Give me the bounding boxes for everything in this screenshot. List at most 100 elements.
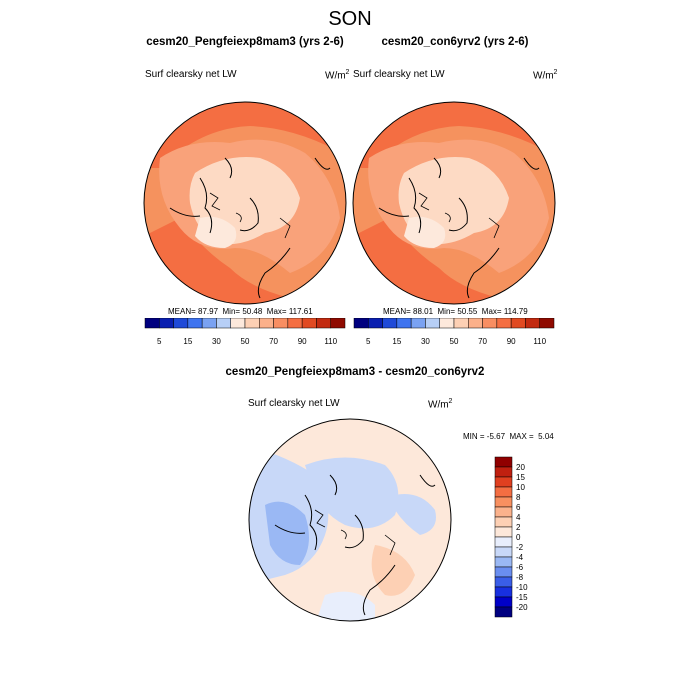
panel1-colorbar-cell bbox=[244, 318, 260, 329]
panel1-colorbar-cell bbox=[259, 318, 274, 329]
panel2-colorbar-tick-label: 30 bbox=[421, 337, 430, 346]
panel3-colorbar-tick-label: -10 bbox=[516, 583, 528, 592]
panel3-colorbar-cell bbox=[494, 516, 513, 528]
panel2-colorbar-tick-label: 70 bbox=[478, 337, 487, 346]
page-title: SON bbox=[328, 8, 372, 30]
panel3-colorbar-tick-label: 4 bbox=[516, 513, 521, 522]
panel2-colorbar-cell bbox=[468, 318, 483, 329]
panel3-units: W/m2 bbox=[428, 398, 453, 411]
panel1-colorbar-tick-label: 30 bbox=[212, 337, 221, 346]
panel2-colorbar-cell bbox=[382, 318, 398, 329]
panel3-colorbar-cell bbox=[494, 466, 513, 478]
panel3-colorbar-cell bbox=[494, 476, 513, 488]
panel1-colorbar-cell bbox=[201, 318, 217, 329]
panel1-colorbar-cell bbox=[273, 318, 289, 329]
panel3-neg-east bbox=[395, 494, 436, 535]
panel3-colorbar-cell bbox=[494, 566, 513, 578]
panel2-colorbar-tick-label: 5 bbox=[366, 337, 371, 346]
panel1-stats: MEAN= 87.97 Min= 50.48 Max= 117.61 bbox=[168, 307, 313, 316]
panel2-polar-map bbox=[352, 101, 556, 305]
panel1-greenland-light bbox=[195, 216, 237, 248]
panel2-colorbar-cell bbox=[453, 318, 469, 329]
panel2-colorbar-cell bbox=[396, 318, 412, 329]
panel2-greenland-light bbox=[404, 216, 446, 248]
panel2-coastline-1 bbox=[378, 157, 540, 299]
panel2-colorbar-cell bbox=[510, 318, 526, 329]
panel3-colorbar-tick-label: 15 bbox=[516, 473, 525, 482]
panel2-variable: Surf clearsky net LW bbox=[353, 69, 445, 80]
panel2-units: W/m2 bbox=[533, 69, 558, 82]
panel3-colorbar-cell bbox=[494, 606, 513, 618]
panel2-colorbar-cell bbox=[482, 318, 498, 329]
panel3-colorbar-cell bbox=[494, 486, 513, 498]
panel3-neg-arctic bbox=[305, 457, 399, 529]
panel3-colorbar-cell bbox=[494, 556, 513, 568]
panel3-title: cesm20_Pengfeiexp8mam3 - cesm20_con6yrv2 bbox=[225, 366, 485, 378]
panel1-colorbar-cell bbox=[173, 318, 189, 329]
panel3-colorbar-tick-label: -6 bbox=[516, 563, 524, 572]
panel3-colorbar-cell bbox=[494, 596, 513, 608]
panel3-coastline-1 bbox=[274, 474, 436, 616]
panel3-colorbar-tick-label: -2 bbox=[516, 543, 524, 552]
panel2-colorbar-cell bbox=[368, 318, 383, 329]
panel1-colorbar-cell bbox=[316, 318, 331, 329]
panel1-colorbar-cell bbox=[187, 318, 203, 329]
panel1-colorbar-tick-label: 70 bbox=[269, 337, 278, 346]
panel3-neg-strong bbox=[265, 501, 309, 565]
panel3-colorbar-tick-label: 2 bbox=[516, 523, 521, 532]
panel2-colorbar-cell bbox=[525, 318, 540, 329]
panel3-colorbar-cell bbox=[494, 536, 513, 548]
panel3-colorbar-tick-label: -8 bbox=[516, 573, 524, 582]
panel3-variable: Surf clearsky net LW bbox=[248, 398, 340, 409]
panel2-coastline-2 bbox=[418, 192, 500, 239]
panel1-coastline-1 bbox=[169, 157, 331, 299]
panel1-colorbar: 51530507090110130 bbox=[144, 318, 346, 346]
panel3-colorbar-tick-label: -20 bbox=[516, 603, 528, 612]
panel3-colorbar-tick-label: 0 bbox=[516, 533, 521, 542]
panel3-colorbar-cell bbox=[494, 526, 513, 538]
panel1-colorbar-tick-label: 50 bbox=[241, 337, 250, 346]
panel1-colorbar-cell bbox=[330, 318, 346, 329]
panel2-colorbar-cell bbox=[353, 318, 369, 329]
panel3-colorbar-tick-label: -4 bbox=[516, 553, 524, 562]
panel3-polar-map bbox=[248, 418, 452, 622]
panel3-colorbar-tick-label: 20 bbox=[516, 463, 525, 472]
panel3-stats: MIN = -5.67 MAX = 5.04 bbox=[463, 432, 554, 441]
panel1-title: cesm20_Pengfeiexp8mam3 (yrs 2-6) bbox=[146, 36, 344, 48]
panel3-colorbar-cell bbox=[494, 576, 513, 588]
panel1-atlantic-warm bbox=[144, 218, 346, 304]
panel1-colorbar-cell bbox=[230, 318, 246, 329]
panel2-title: cesm20_con6yrv2 (yrs 2-6) bbox=[381, 36, 529, 48]
panel1-colorbar-cell bbox=[287, 318, 303, 329]
panel2-colorbar-cell bbox=[439, 318, 455, 329]
panel1-units: W/m2 bbox=[325, 69, 350, 82]
panel3-colorbar-cell bbox=[494, 586, 513, 598]
panel2-colorbar-cell bbox=[410, 318, 426, 329]
panel3-colorbar-cell bbox=[494, 506, 513, 518]
panel2-stats: MEAN= 88.01 Min= 50.55 Max= 114.79 bbox=[383, 307, 528, 316]
panel3-colorbar-tick-label: -15 bbox=[516, 593, 528, 602]
panel2-colorbar: 51530507090110130 bbox=[353, 318, 555, 346]
panel1-colorbar-cell bbox=[144, 318, 160, 329]
panel3-pos-patch bbox=[371, 545, 415, 596]
panel3-colorbar-tick-label: 10 bbox=[516, 483, 525, 492]
panel2-colorbar-tick-label: 15 bbox=[392, 337, 401, 346]
panel2-atlantic-warm bbox=[353, 218, 555, 304]
panel1-variable: Surf clearsky net LW bbox=[145, 69, 237, 80]
panel2-colorbar-cell bbox=[425, 318, 440, 329]
panel1-colorbar-tick-label: 15 bbox=[183, 337, 192, 346]
panel3-coastline-2 bbox=[314, 509, 396, 556]
panel1-coastline-2 bbox=[209, 192, 291, 239]
panel1-colorbar-tick-label: 110 bbox=[324, 337, 337, 346]
panel3-colorbar-cell bbox=[494, 496, 513, 508]
panel2-colorbar-cell bbox=[539, 318, 555, 329]
panel1-colorbar-tick-label: 5 bbox=[157, 337, 162, 346]
panel2-colorbar-cell bbox=[496, 318, 512, 329]
panel2-colorbar-tick-label: 110 bbox=[533, 337, 546, 346]
panel3-colorbar-cell bbox=[494, 546, 513, 558]
panel3-neg-south bbox=[315, 591, 375, 621]
panel2-colorbar-tick-label: 90 bbox=[507, 337, 516, 346]
panel3-colorbar-tick-label: 6 bbox=[516, 503, 521, 512]
panel1-colorbar-cell bbox=[159, 318, 174, 329]
